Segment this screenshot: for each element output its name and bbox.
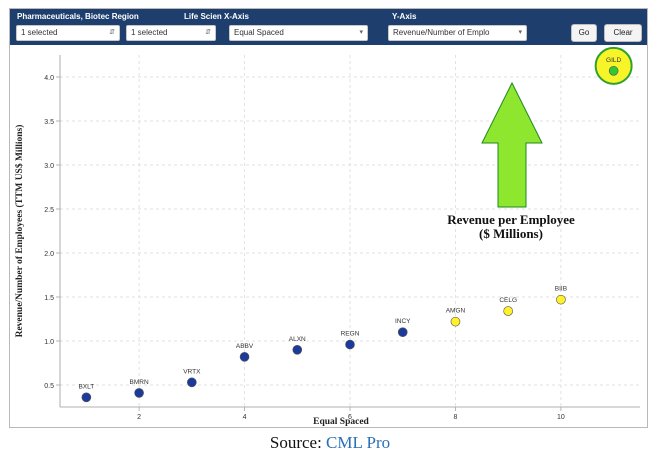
- y-tick-label: 1.5: [44, 295, 54, 302]
- updown-arrow-icon: ⇵: [109, 29, 115, 36]
- y-tick-label: 0.5: [44, 383, 54, 390]
- highlight-circle: [594, 46, 633, 85]
- data-point-biib: [556, 294, 566, 305]
- xaxis-filter-label: Life Scien X-Axis: [184, 12, 249, 21]
- point-label-vrtx: VRTX: [183, 368, 201, 375]
- source-caption: Source: CML Pro: [0, 433, 660, 453]
- yaxis-filter-label: Y-Axis: [392, 12, 417, 21]
- y-axis-title: Revenue/Number of Employees (TTM US$ Mil…: [14, 125, 25, 338]
- clear-button[interactable]: Clear: [604, 24, 642, 42]
- chevron-down-icon: ▾: [359, 29, 363, 36]
- point-label-regn: REGN: [341, 331, 360, 338]
- region-select[interactable]: 1 selected ⇵: [16, 25, 120, 41]
- scatter-plot: 0.5 1.0 1.5 2.0 2.5 3.0 3.5 4.0 2 4 6 8 10 Revenue/N…: [14, 46, 640, 427]
- point-label-alxn: ALXN: [289, 336, 306, 343]
- data-point-bmrn: [134, 388, 144, 398]
- filter-toolbar: Pharmaceuticals, Biotec Region Life Scie…: [10, 9, 647, 45]
- yaxis-select[interactable]: Revenue/Number of Emplo ▾: [388, 25, 527, 41]
- point-label-bxlt: BXLT: [78, 383, 94, 390]
- updown-arrow-icon: ⇵: [205, 29, 211, 36]
- annotation-line-1: Revenue per Employee: [447, 212, 575, 227]
- data-point-celg: [503, 306, 513, 316]
- data-point-alxn: [292, 344, 303, 355]
- chart-panel: Pharmaceuticals, Biotec Region Life Scie…: [9, 8, 648, 428]
- y-tick-label: 3.0: [44, 163, 54, 170]
- x-tick-label: 6: [348, 414, 352, 421]
- point-label-gild: GILD: [606, 57, 621, 64]
- source-link[interactable]: CML Pro: [326, 433, 391, 452]
- x-axis-title: Equal Spaced: [313, 417, 369, 427]
- data-point-incy: [397, 327, 408, 338]
- x-tick-label: 2: [137, 414, 141, 421]
- up-arrow-icon: [481, 81, 543, 208]
- xaxis-select-value: Equal Spaced: [234, 28, 284, 37]
- y-tick-label: 2.0: [44, 251, 54, 258]
- annotation-line-2: ($ Millions): [479, 226, 543, 241]
- yaxis-select-value: Revenue/Number of Emplo: [393, 28, 490, 37]
- data-point-vrtx: [187, 377, 197, 388]
- data-point-abbv: [239, 352, 250, 362]
- point-label-biib: BIIB: [555, 286, 567, 293]
- up-arrow-annotation: Revenue per Employee ($ Millions): [447, 81, 575, 241]
- y-tick-label: 3.5: [44, 119, 54, 126]
- point-label-celg: CELG: [499, 297, 517, 304]
- point-label-abbv: ABBV: [236, 343, 254, 350]
- life-science-select-value: 1 selected: [131, 28, 168, 37]
- chevron-down-icon: ▾: [518, 29, 522, 36]
- region-select-value: 1 selected: [21, 28, 58, 37]
- data-point-regn: [345, 339, 355, 350]
- point-label-bmrn: BMRN: [130, 379, 149, 386]
- y-tick-label: 4.0: [44, 75, 54, 82]
- y-tick-label: 1.0: [44, 339, 54, 346]
- y-tick-label: 2.5: [44, 207, 54, 214]
- source-prefix: Source:: [269, 433, 327, 452]
- x-tick-label: 8: [454, 414, 458, 421]
- point-label-amgn: AMGN: [446, 308, 466, 315]
- point-label-incy: INCY: [395, 318, 411, 325]
- x-tick-label: 4: [243, 414, 247, 421]
- region-filter-label: Pharmaceuticals, Biotec Region: [17, 12, 139, 21]
- data-point-gild: [608, 66, 619, 76]
- data-point-bxlt: [81, 392, 92, 403]
- go-button[interactable]: Go: [571, 24, 597, 42]
- xaxis-select[interactable]: Equal Spaced ▾: [229, 25, 368, 41]
- life-science-select[interactable]: 1 selected ⇵: [126, 25, 216, 41]
- x-tick-label: 10: [557, 414, 565, 421]
- data-point-amgn: [450, 316, 461, 327]
